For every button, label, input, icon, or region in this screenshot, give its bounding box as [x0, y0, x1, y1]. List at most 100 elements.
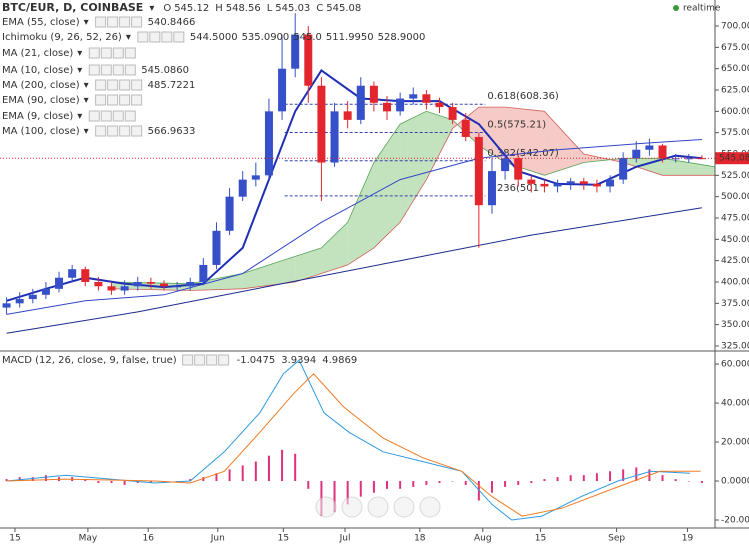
status-dot: [673, 5, 679, 11]
y-tick-label: 40.0000: [721, 399, 749, 409]
candle-body: [317, 85, 326, 163]
legend-icon[interactable]: [100, 110, 112, 122]
candle-body: [15, 299, 24, 304]
candle-body: [356, 85, 365, 120]
macd-value: 3.9394: [281, 355, 316, 366]
legend-icon[interactable]: [173, 31, 185, 43]
y-tick-label: 625.00: [721, 86, 749, 96]
y-tick-label: 700.00: [721, 22, 749, 32]
cloud-fill: [426, 111, 453, 180]
legend-icon[interactable]: [112, 64, 124, 76]
legend-icon[interactable]: [131, 94, 143, 106]
legend-icon[interactable]: [124, 64, 136, 76]
ohlc-value: 545.08: [326, 3, 361, 14]
histogram-bar: [451, 481, 454, 482]
y-tick-label: 0.0000: [721, 477, 749, 487]
reset[interactable]: [367, 496, 389, 518]
zoom-controls[interactable]: [315, 496, 441, 518]
ohlc-key: C: [316, 3, 323, 14]
indicator-name: EMA (9, close): [2, 111, 73, 122]
legend-icon[interactable]: [100, 47, 112, 59]
legend-icon[interactable]: [107, 79, 119, 91]
legend-icon[interactable]: [88, 110, 100, 122]
legend-icon[interactable]: [95, 16, 107, 28]
histogram-bar: [346, 481, 349, 505]
cloud-fill: [321, 222, 348, 274]
legend-icon[interactable]: [131, 79, 143, 91]
dropdown: ▾: [84, 95, 89, 106]
histogram-bar: [333, 481, 336, 513]
histogram-bar: [202, 477, 205, 482]
legend-icon[interactable]: [119, 94, 131, 106]
legend-icon[interactable]: [100, 64, 112, 76]
candle-body: [133, 281, 142, 287]
legend-icon[interactable]: [119, 125, 131, 137]
histogram-bar: [281, 449, 284, 482]
legend-icon[interactable]: [95, 125, 107, 137]
candle-body: [343, 111, 352, 120]
dropdown: ▾: [77, 65, 82, 76]
scroll-right[interactable]: [419, 496, 441, 518]
legend-icon: [182, 354, 194, 366]
indicator-value: 544.5000: [190, 32, 238, 43]
legend-icon[interactable]: [119, 16, 131, 28]
ohlc-value: 545.03: [275, 3, 310, 14]
legend-icon[interactable]: [95, 79, 107, 91]
legend-icon[interactable]: [124, 47, 136, 59]
symbol: BTC/EUR, D, COINBASE: [2, 1, 143, 14]
zoom-in[interactable]: [393, 496, 415, 518]
candle-body: [697, 158, 706, 160]
legend-icon[interactable]: [124, 110, 136, 122]
indicator-name: EMA (55, close): [2, 17, 80, 28]
candle-body: [396, 98, 405, 112]
candle-body: [199, 264, 208, 282]
histogram-bar: [241, 465, 244, 482]
macd-value: 4.9869: [322, 355, 357, 366]
x-tick-label: 19: [682, 534, 694, 544]
histogram-bar: [149, 481, 152, 483]
legend-icon[interactable]: [161, 31, 173, 43]
x-tick-label: 15: [535, 534, 546, 544]
legend-icon[interactable]: [112, 47, 124, 59]
histogram-bar: [359, 481, 362, 497]
histogram-bar: [18, 477, 21, 482]
legend-icon[interactable]: [107, 125, 119, 137]
candle-body: [684, 158, 693, 160]
legend-icon[interactable]: [95, 94, 107, 106]
histogram-bar: [425, 481, 428, 485]
x-tick-label: May: [79, 534, 98, 544]
x-tick-label: Jun: [210, 534, 225, 544]
legend-icon[interactable]: [107, 94, 119, 106]
scroll-left[interactable]: [341, 496, 363, 518]
line: [6, 139, 702, 315]
candle-body: [28, 294, 37, 300]
legend-icon[interactable]: [137, 31, 149, 43]
legend-icon[interactable]: [112, 110, 124, 122]
indicator-value: 511.9950: [326, 32, 374, 43]
indicator-name: MA (100, close): [2, 126, 80, 137]
x-tick-label: 15: [9, 534, 20, 544]
legend-icon[interactable]: [131, 125, 143, 137]
candle-body: [409, 94, 418, 99]
indicator-name: MA (200, close): [2, 80, 80, 91]
y-tick-label: 525.00: [721, 171, 749, 181]
dropdown: ▾: [149, 3, 154, 14]
histogram-bar: [215, 473, 218, 482]
legend-icon[interactable]: [107, 16, 119, 28]
histogram-bar: [307, 481, 310, 489]
candle-body: [487, 171, 496, 206]
legend-icon[interactable]: [119, 79, 131, 91]
legend-icon[interactable]: [149, 31, 161, 43]
y-tick-label: 60.0000: [721, 360, 749, 370]
candle-body: [632, 149, 641, 159]
legend-icon[interactable]: [88, 64, 100, 76]
fib-label: 0.618(608.36): [487, 91, 559, 102]
candle-body: [540, 183, 549, 187]
indicator-name: MA (10, close): [2, 65, 73, 76]
cloud-line: [111, 110, 716, 285]
y-tick-label: 425.00: [721, 256, 749, 266]
zoom-out[interactable]: [315, 496, 337, 518]
legend-icon[interactable]: [88, 47, 100, 59]
legend-icon[interactable]: [131, 16, 143, 28]
